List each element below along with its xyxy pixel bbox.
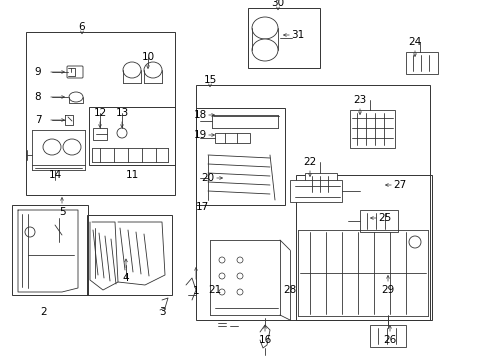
Ellipse shape — [43, 139, 61, 155]
Ellipse shape — [251, 39, 278, 61]
Text: 2: 2 — [41, 307, 47, 317]
Circle shape — [237, 289, 243, 295]
Text: 4: 4 — [122, 273, 129, 283]
Circle shape — [219, 273, 224, 279]
Ellipse shape — [251, 17, 278, 39]
Bar — [12, 205, 88, 295]
Text: 20: 20 — [201, 173, 214, 183]
Circle shape — [408, 236, 420, 248]
Circle shape — [25, 227, 35, 237]
Bar — [93, 128, 107, 140]
Text: 24: 24 — [407, 37, 421, 47]
Bar — [305, 173, 336, 195]
Bar — [349, 110, 394, 148]
Text: 29: 29 — [381, 285, 394, 295]
Ellipse shape — [69, 92, 83, 102]
Bar — [87, 215, 172, 295]
Text: 30: 30 — [271, 0, 284, 8]
Text: 13: 13 — [115, 108, 128, 118]
Text: 23: 23 — [353, 95, 366, 105]
Text: 26: 26 — [383, 335, 396, 345]
Bar — [89, 107, 175, 165]
Text: 25: 25 — [378, 213, 391, 223]
Circle shape — [117, 128, 127, 138]
Text: 8: 8 — [35, 92, 41, 102]
Text: 7: 7 — [35, 115, 41, 125]
Text: 18: 18 — [193, 110, 206, 120]
Circle shape — [219, 257, 224, 263]
Ellipse shape — [123, 62, 141, 78]
Circle shape — [237, 273, 243, 279]
FancyBboxPatch shape — [67, 66, 83, 78]
Bar — [369, 325, 405, 347]
Text: 16: 16 — [258, 335, 271, 345]
Text: 11: 11 — [125, 170, 138, 180]
Text: 28: 28 — [283, 285, 296, 295]
Text: 15: 15 — [203, 75, 216, 85]
Bar — [405, 52, 437, 74]
Bar — [295, 175, 431, 320]
Text: 10: 10 — [141, 52, 154, 62]
Bar — [289, 180, 341, 202]
Bar — [215, 133, 249, 143]
Text: 21: 21 — [208, 285, 221, 295]
Text: 27: 27 — [392, 180, 406, 190]
Text: 1: 1 — [192, 286, 199, 296]
Bar — [196, 108, 285, 205]
Bar — [26, 32, 175, 195]
Text: 17: 17 — [195, 202, 208, 212]
Circle shape — [237, 257, 243, 263]
Text: 12: 12 — [93, 108, 106, 118]
Circle shape — [219, 289, 224, 295]
Text: 6: 6 — [79, 22, 85, 32]
Text: 19: 19 — [193, 130, 206, 140]
Bar — [247, 8, 319, 68]
Text: 14: 14 — [48, 170, 61, 180]
Bar — [359, 210, 397, 232]
Text: 5: 5 — [59, 207, 65, 217]
Text: 31: 31 — [291, 30, 304, 40]
Bar — [196, 85, 429, 320]
Text: 3: 3 — [159, 307, 165, 317]
Text: 9: 9 — [35, 67, 41, 77]
Text: 22: 22 — [303, 157, 316, 167]
Ellipse shape — [143, 62, 162, 78]
Ellipse shape — [63, 139, 81, 155]
